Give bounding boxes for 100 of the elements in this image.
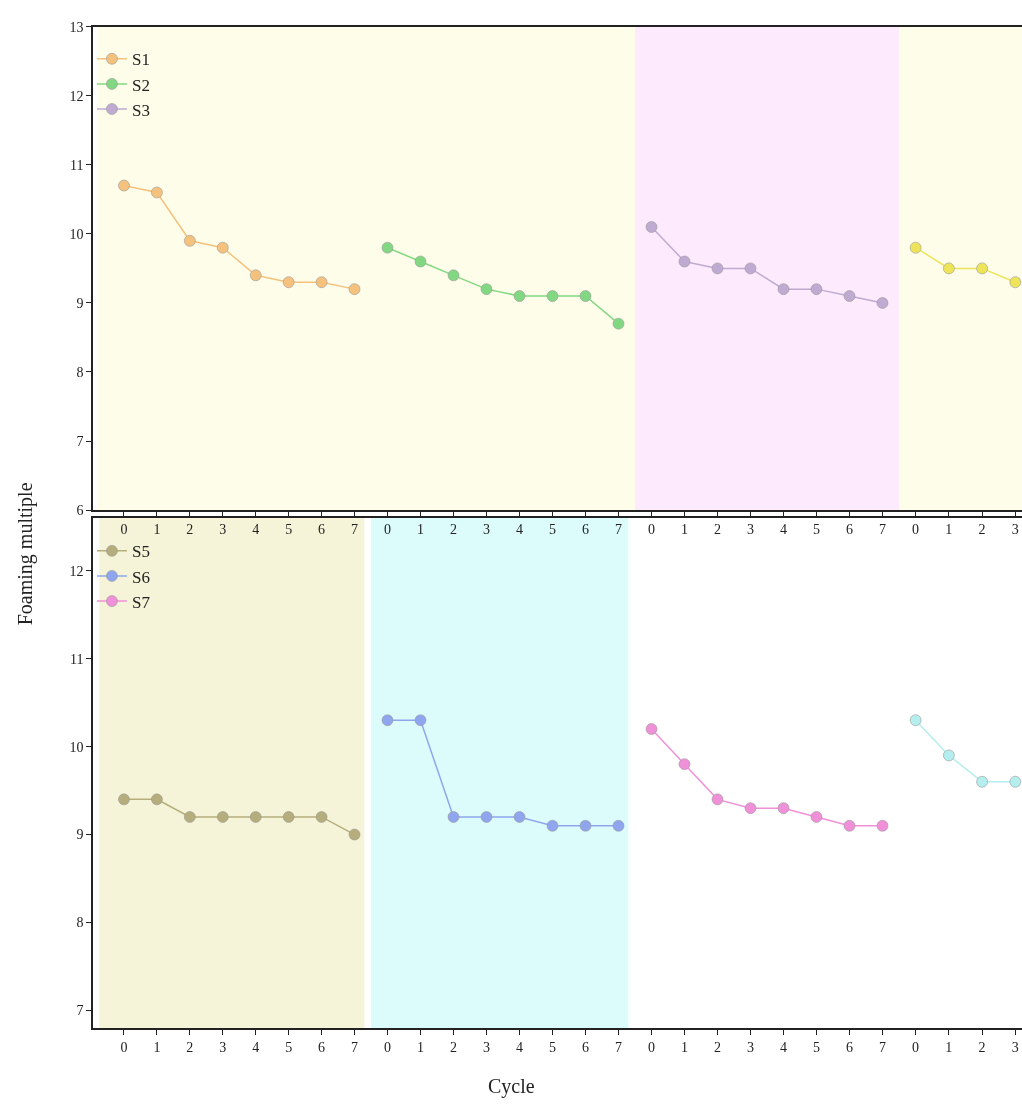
y-tick-label: 8 bbox=[76, 364, 84, 380]
point bbox=[711, 793, 724, 806]
point bbox=[216, 241, 229, 254]
x-tick-label: 1 bbox=[681, 1039, 688, 1055]
legend-label: S7 bbox=[131, 592, 151, 612]
x-tick-label: 7 bbox=[615, 1039, 622, 1055]
point bbox=[744, 802, 757, 814]
y-tick-label: 13 bbox=[69, 19, 84, 35]
x-tick-label: 5 bbox=[813, 1039, 820, 1055]
x-tick-label: 2 bbox=[978, 1039, 986, 1055]
y-tick-label: 12 bbox=[69, 563, 84, 579]
point bbox=[546, 290, 559, 302]
y-tick-label: 10 bbox=[69, 739, 84, 755]
x-tick-label: 5 bbox=[285, 521, 293, 537]
y-tick-label: 8 bbox=[76, 915, 84, 931]
x-tick-label: 1 bbox=[417, 1039, 424, 1055]
x-tick-label: 6 bbox=[582, 521, 589, 537]
legend-label: S1 bbox=[131, 50, 150, 70]
point bbox=[348, 828, 361, 841]
x-tick-label: 4 bbox=[516, 521, 523, 537]
x-tick-label: 0 bbox=[384, 1039, 391, 1055]
x-tick-label: 7 bbox=[351, 1039, 359, 1055]
point bbox=[315, 276, 328, 289]
x-tick-label: 1 bbox=[681, 521, 688, 537]
x-tick-label: 0 bbox=[912, 521, 920, 537]
point bbox=[282, 811, 295, 823]
x-tick-label: 2 bbox=[186, 1039, 194, 1055]
x-tick-label: 6 bbox=[846, 1039, 853, 1055]
x-tick-label: 0 bbox=[384, 521, 391, 537]
point bbox=[711, 262, 724, 275]
point bbox=[678, 255, 691, 268]
x-tick-label: 1 bbox=[945, 1039, 953, 1055]
point bbox=[843, 819, 856, 832]
point bbox=[645, 221, 658, 233]
x-tick-label: 2 bbox=[714, 521, 721, 537]
legend-label: S3 bbox=[131, 100, 150, 120]
x-tick-label: 5 bbox=[549, 1039, 556, 1055]
x-tick-label: 6 bbox=[318, 1039, 326, 1055]
point bbox=[216, 811, 229, 823]
x-tick-label: 0 bbox=[912, 1039, 920, 1055]
x-tick-label: 4 bbox=[780, 521, 787, 537]
point bbox=[249, 811, 262, 823]
point bbox=[876, 819, 889, 832]
x-tick-label: 2 bbox=[978, 521, 986, 537]
x-tick-label: 7 bbox=[351, 521, 359, 537]
x-tick-label: 3 bbox=[483, 521, 490, 537]
point bbox=[118, 793, 130, 806]
x-tick-label: 3 bbox=[1011, 521, 1019, 537]
point bbox=[744, 262, 757, 275]
x-tick-label: 2 bbox=[450, 521, 457, 537]
x-tick-label: 6 bbox=[318, 521, 326, 537]
point bbox=[249, 269, 262, 282]
x-tick-label: 6 bbox=[846, 521, 853, 537]
y-tick-label: 6 bbox=[76, 503, 84, 518]
x-tick-label: 3 bbox=[1011, 1039, 1019, 1055]
y-tick-label: 12 bbox=[69, 88, 84, 104]
x-axis-title: Cycle bbox=[488, 1075, 535, 1098]
point bbox=[777, 802, 790, 814]
y-tick-label: 7 bbox=[76, 1003, 84, 1019]
point bbox=[810, 811, 823, 823]
x-tick-label: 3 bbox=[219, 521, 227, 537]
point bbox=[151, 793, 163, 806]
x-tick-label: 0 bbox=[120, 521, 128, 537]
x-tick-label: 4 bbox=[516, 1039, 523, 1055]
point bbox=[184, 811, 196, 823]
point bbox=[843, 290, 856, 302]
x-tick-label: 7 bbox=[879, 521, 886, 537]
point bbox=[579, 290, 592, 302]
x-tick-label: 5 bbox=[549, 521, 556, 537]
point bbox=[480, 283, 493, 295]
x-tick-label: 3 bbox=[747, 1039, 754, 1055]
y-tick-label: 11 bbox=[69, 157, 84, 173]
x-tick-label: 3 bbox=[747, 521, 754, 537]
x-tick-label: 0 bbox=[648, 521, 655, 537]
point bbox=[645, 723, 658, 735]
x-tick-label: 3 bbox=[483, 1039, 490, 1055]
x-tick-label: 3 bbox=[219, 1039, 227, 1055]
y-tick-label: 9 bbox=[76, 827, 84, 843]
point bbox=[678, 758, 691, 770]
x-tick-label: 2 bbox=[714, 1039, 721, 1055]
x-tick-label: 0 bbox=[120, 1039, 128, 1055]
y-tick-label: 10 bbox=[69, 226, 84, 242]
x-tick-label: 4 bbox=[252, 1039, 260, 1055]
point bbox=[414, 255, 427, 268]
x-tick-label: 2 bbox=[186, 521, 194, 537]
y-tick-label: 9 bbox=[76, 295, 84, 311]
point bbox=[447, 269, 460, 282]
point bbox=[381, 241, 394, 254]
point bbox=[118, 179, 130, 192]
point bbox=[282, 276, 295, 289]
x-tick-label: 5 bbox=[285, 1039, 293, 1055]
x-tick-label: 2 bbox=[450, 1039, 457, 1055]
legend-label: S5 bbox=[131, 542, 150, 562]
point bbox=[876, 297, 889, 309]
legend-label: S2 bbox=[131, 75, 150, 95]
point bbox=[151, 186, 163, 199]
x-tick-label: 1 bbox=[417, 521, 424, 537]
point bbox=[348, 283, 361, 295]
point bbox=[810, 283, 823, 295]
x-tick-label: 1 bbox=[153, 521, 161, 537]
